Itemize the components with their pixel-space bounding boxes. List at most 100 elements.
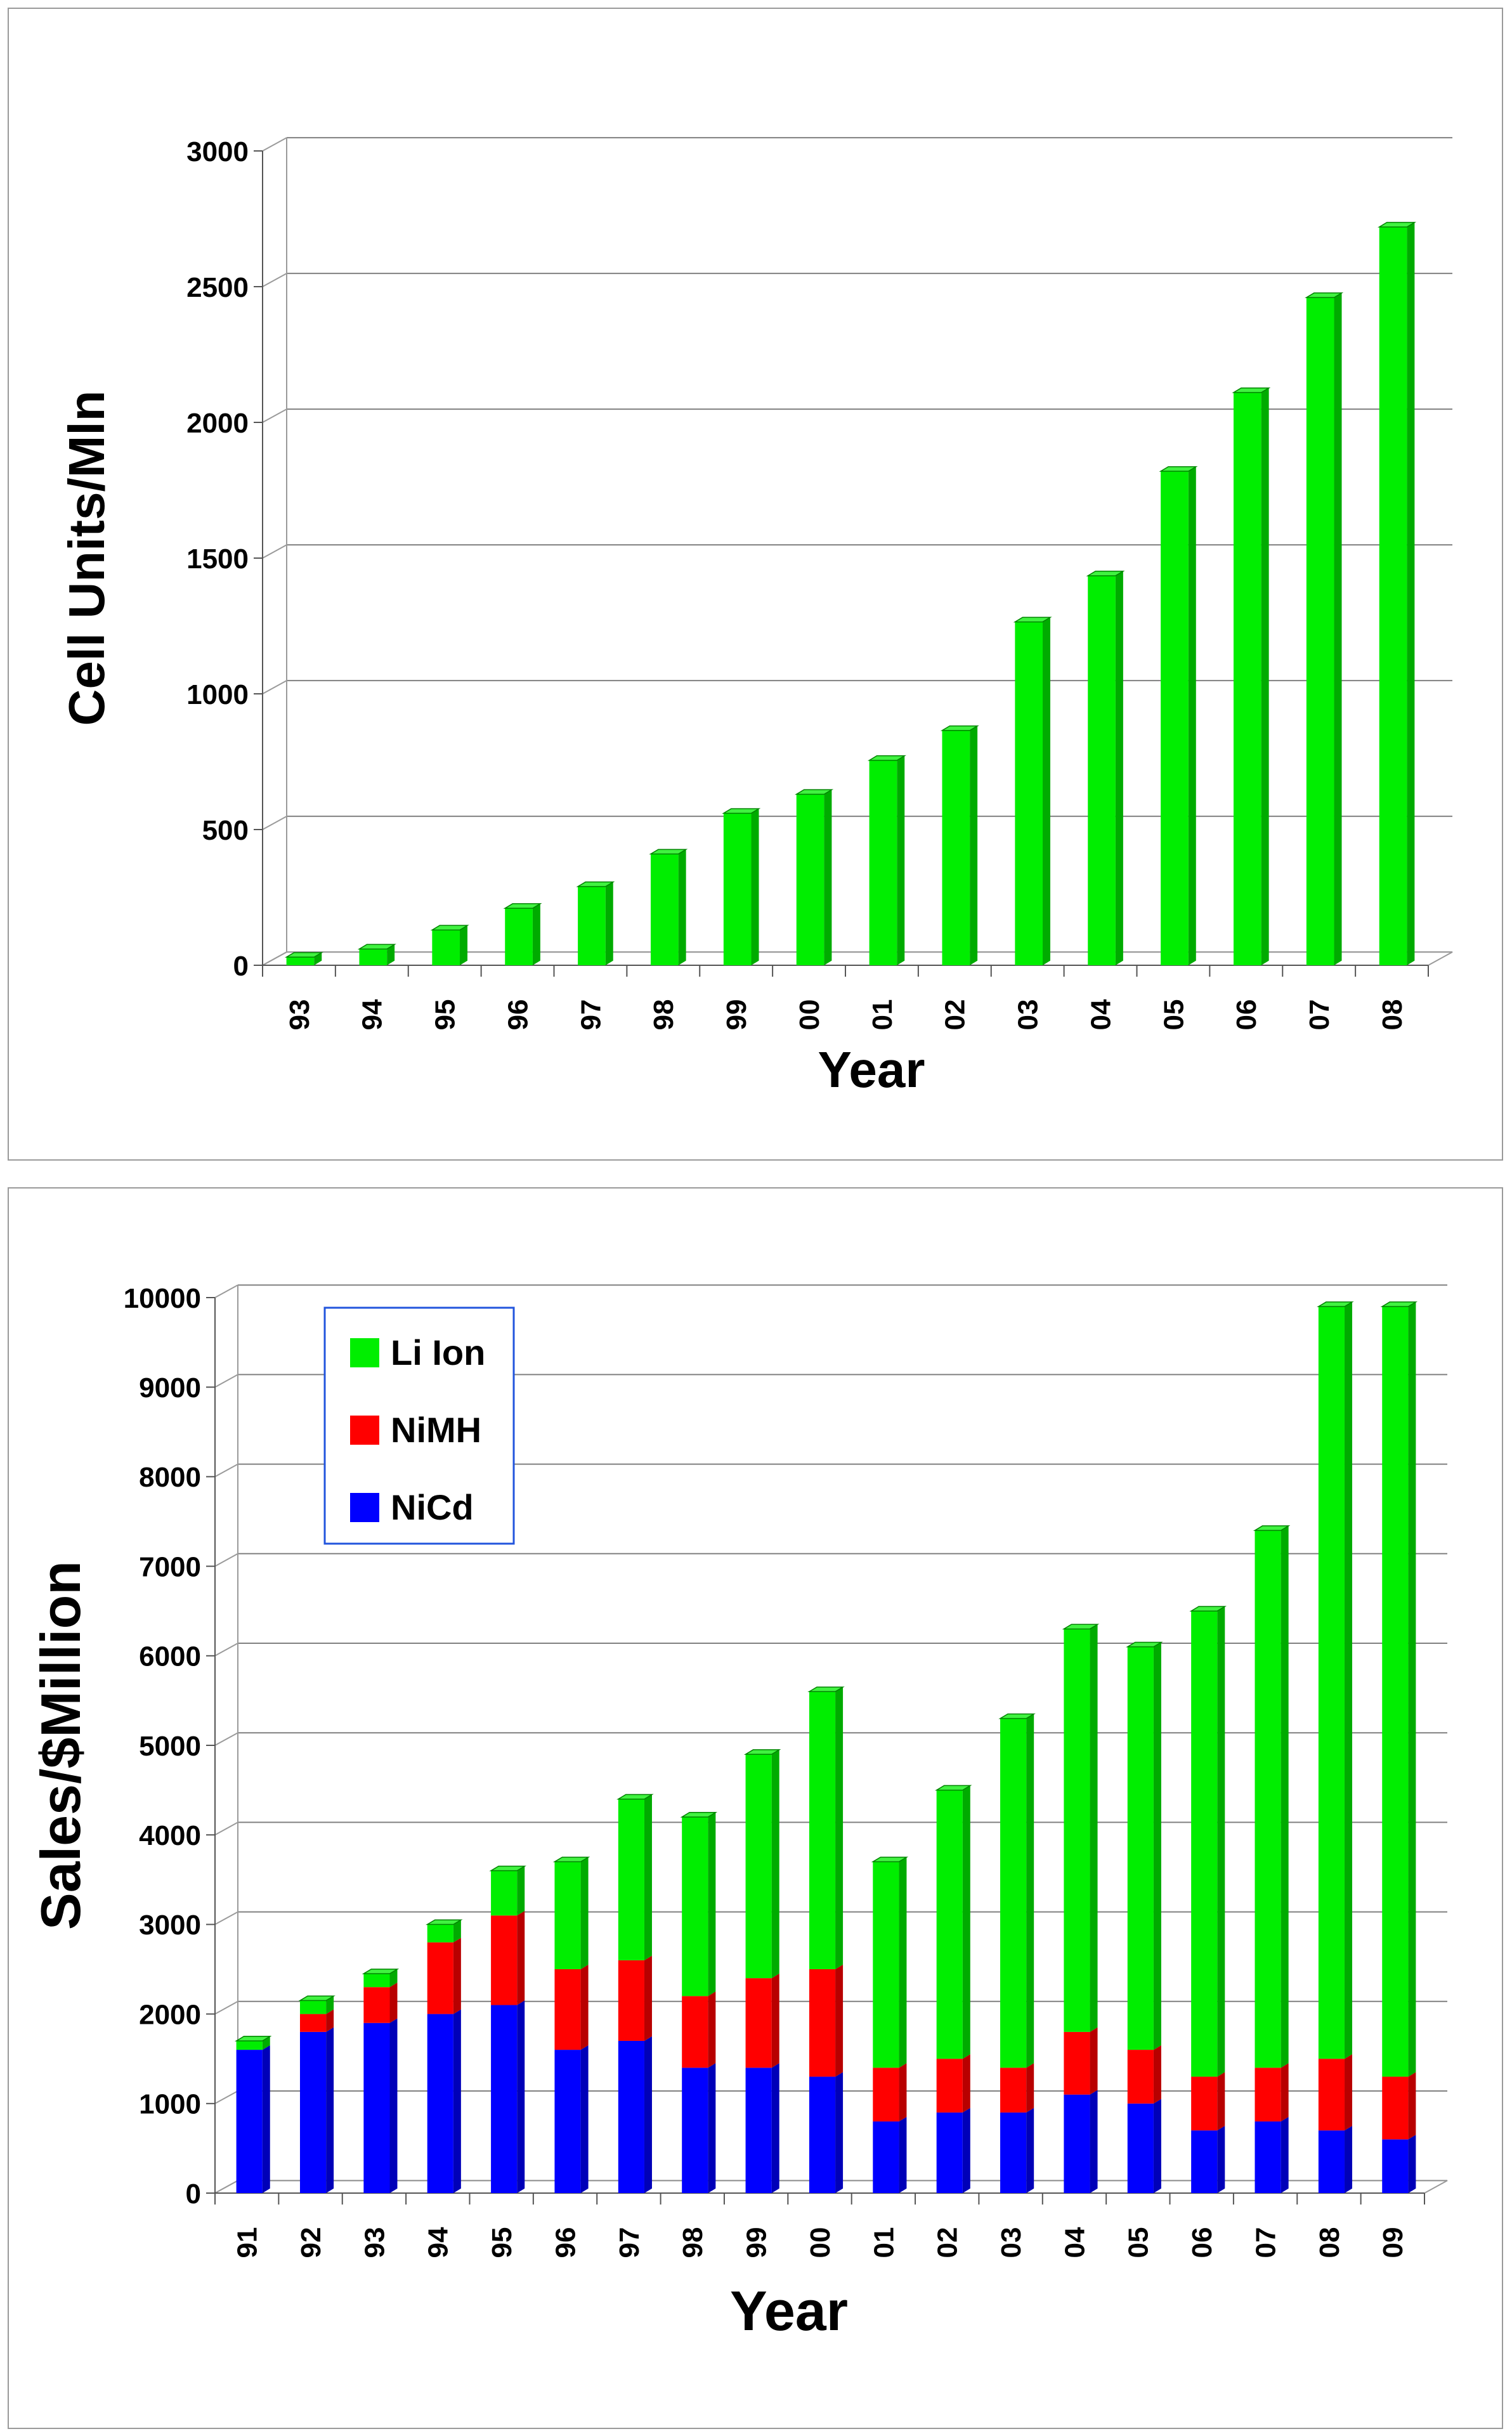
bar-top xyxy=(1159,466,1198,472)
gridline-depth xyxy=(214,2090,238,2104)
x-tick-label: 92 xyxy=(296,2227,327,2258)
bar-segment xyxy=(682,1816,708,1996)
bar-top xyxy=(1126,1641,1163,1648)
legend-swatch xyxy=(350,1493,379,1522)
bar-side xyxy=(835,1964,844,2077)
bar-top xyxy=(362,1969,400,1974)
bar-side xyxy=(771,2063,779,2193)
x-tick-label: 00 xyxy=(794,1000,825,1031)
gridline-depth xyxy=(262,273,287,287)
bar-segment xyxy=(1191,1611,1218,2077)
bar-top xyxy=(940,725,979,731)
bar-side xyxy=(678,849,686,965)
bar-segment xyxy=(1382,1306,1409,2077)
bar-segment xyxy=(1191,2076,1218,2131)
bar-side xyxy=(389,1969,398,1988)
bar-side xyxy=(262,2036,270,2050)
legend-label: NiCd xyxy=(391,1487,474,1527)
bar-segment xyxy=(873,2068,899,2122)
gridline-depth xyxy=(262,816,287,830)
y-tick-label: 3000 xyxy=(139,1910,201,1941)
y-tick-label: 6000 xyxy=(139,1641,201,1672)
bar-side xyxy=(962,2054,970,2113)
bar-top xyxy=(867,755,906,761)
y-tick-label: 0 xyxy=(233,951,249,982)
x-tick-label: 03 xyxy=(996,2227,1027,2258)
bar-segment xyxy=(936,1790,963,2059)
bar-side xyxy=(1408,2135,1416,2193)
bar-segment xyxy=(299,2014,327,2032)
bar-segment xyxy=(1000,1718,1027,2068)
bar-top xyxy=(1232,387,1271,393)
bar-side xyxy=(1026,2063,1034,2113)
bar-segment xyxy=(1382,2139,1409,2193)
gridline-depth xyxy=(214,1463,238,1478)
cell-units-chart-panel: 0 500 1000 1500 2000 2500 3000 93 94 95 96 97 98 99 00… xyxy=(8,8,1503,1161)
x-tick-label: 08 xyxy=(1314,2227,1345,2258)
bar-side xyxy=(708,1991,716,2068)
x-tick-label: 97 xyxy=(575,1000,606,1031)
bar-segment xyxy=(427,1924,453,1943)
x-tick-label: 96 xyxy=(550,2227,581,2258)
y-tick-label: 3000 xyxy=(186,136,249,167)
bar-top xyxy=(1380,1301,1418,1307)
gridline-depth xyxy=(214,1374,238,1388)
bar-top xyxy=(1378,221,1417,228)
bar-side xyxy=(1026,1714,1034,2068)
bar-segment xyxy=(363,1987,390,2023)
bar-side xyxy=(962,1785,970,2059)
bar-top xyxy=(430,925,469,931)
bar-side xyxy=(532,903,540,965)
bar-top xyxy=(1013,616,1052,623)
y-tick-label: 7000 xyxy=(139,1551,201,1582)
x-tick-label: 98 xyxy=(648,1000,679,1031)
bar-top xyxy=(649,849,688,855)
bar-segment xyxy=(1382,2076,1409,2140)
bar-segment xyxy=(873,1861,899,2068)
bar-segment xyxy=(618,1960,644,2041)
gridline-depth xyxy=(214,1643,238,1657)
bar-segment xyxy=(491,1870,518,1916)
y-tick-label: 5000 xyxy=(139,1731,201,1762)
bar-side xyxy=(1090,2090,1098,2193)
bar-top xyxy=(234,2036,272,2042)
bar-side xyxy=(897,755,905,965)
x-tick-label: 07 xyxy=(1250,2227,1281,2258)
sales-chart: 0100020003000400050006000700080009000100… xyxy=(29,1283,1448,2342)
bar-segment xyxy=(491,1915,518,2005)
bar-segment xyxy=(1379,226,1407,966)
bar-segment xyxy=(1306,297,1334,965)
x-axis-title: Year xyxy=(818,1041,925,1098)
legend-label: NiMH xyxy=(391,1410,481,1450)
bar-top xyxy=(576,881,615,887)
bar-side xyxy=(708,1812,716,1996)
y-tick-label: 9000 xyxy=(139,1372,201,1404)
y-tick-label: 8000 xyxy=(139,1462,201,1493)
bar-top xyxy=(1253,1525,1291,1531)
bar-segment xyxy=(363,2022,390,2193)
bar-side xyxy=(1043,617,1051,965)
bar-side xyxy=(835,1687,844,1969)
x-tick-label: 99 xyxy=(741,2227,772,2258)
bar-side xyxy=(644,1955,652,2041)
bar-side xyxy=(314,952,322,965)
bar-segment xyxy=(427,1942,453,2014)
bar-segment xyxy=(942,730,970,965)
bar-side xyxy=(517,1911,525,2005)
bar-top xyxy=(552,1856,590,1863)
x-tick-label: 94 xyxy=(357,999,388,1030)
bar-side xyxy=(517,1866,525,1916)
bar-segment xyxy=(1064,2094,1090,2193)
bar-segment xyxy=(1318,2059,1345,2131)
bar-segment xyxy=(936,2112,963,2193)
x-tick-label: 07 xyxy=(1304,1000,1335,1031)
bar-segment xyxy=(745,2068,772,2193)
bar-segment xyxy=(1015,622,1043,965)
bar-side xyxy=(1217,1606,1225,2077)
y-tick-label: 10000 xyxy=(124,1283,201,1314)
gridline-depth xyxy=(214,1284,238,1298)
x-tick-label: 04 xyxy=(1059,2227,1090,2258)
bar-segment xyxy=(1255,2121,1281,2193)
y-tick-label: 1000 xyxy=(139,2089,201,2120)
bar-side xyxy=(580,1964,589,2050)
